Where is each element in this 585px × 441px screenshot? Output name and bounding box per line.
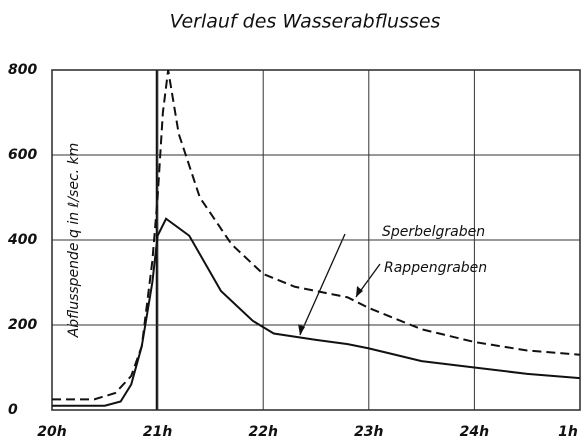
- series-line: [52, 217, 581, 407]
- x-tick-label: 1h: [558, 424, 578, 440]
- x-tick-label: 20h: [37, 424, 66, 440]
- chart-title: Verlauf des Wasserabflusses: [170, 11, 441, 33]
- x-tick-label: 23h: [354, 424, 383, 440]
- annotation-arrow: [299, 233, 346, 336]
- y-tick-label: 800: [8, 62, 37, 78]
- series-line: [52, 69, 581, 401]
- series-label: Sperbelgraben: [382, 224, 485, 240]
- y-tick-label: 0: [8, 402, 18, 418]
- x-tick-label: 21h: [143, 424, 172, 440]
- x-tick-label: 22h: [248, 424, 277, 440]
- x-tick-label: 24h: [460, 424, 489, 440]
- series-label: Rappengraben: [384, 260, 487, 276]
- arrow-head: [356, 286, 363, 297]
- y-tick-label: 200: [8, 317, 37, 333]
- y-tick-label: 400: [7, 232, 37, 248]
- y-tick-label: 600: [8, 147, 37, 163]
- arrow-head: [298, 324, 305, 335]
